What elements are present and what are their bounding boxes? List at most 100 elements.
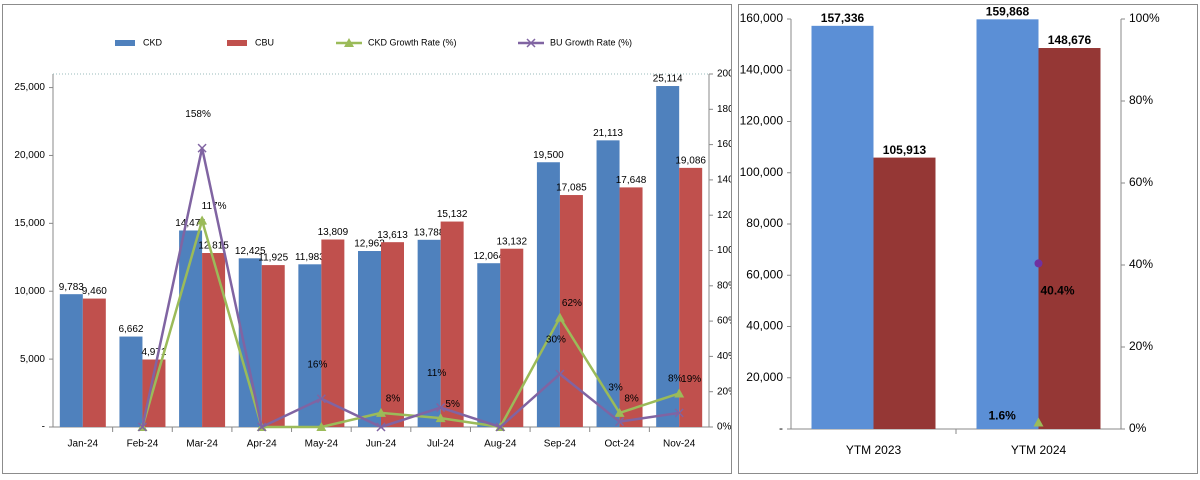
line-label: 5%	[445, 399, 460, 410]
y2-tick-label: 20%	[717, 386, 731, 397]
x-tick-label: YTM 2024	[1011, 443, 1067, 457]
marker	[614, 407, 625, 417]
bar	[656, 86, 680, 428]
bar	[976, 19, 1039, 429]
line-label: 16%	[307, 359, 327, 370]
bar	[559, 195, 583, 427]
x-tick-label: Jul-24	[427, 439, 455, 450]
data-label: 19,500	[533, 150, 564, 161]
data-label: 14,474	[175, 218, 206, 229]
marker	[197, 215, 208, 225]
line	[141, 215, 680, 429]
bar	[679, 167, 703, 427]
data-label: 148,676	[1048, 33, 1092, 47]
bar	[811, 25, 874, 429]
y2-tick-label: 100%	[717, 245, 731, 256]
line-label: 8%	[668, 374, 683, 385]
y-tick-label: 20,000	[14, 150, 45, 161]
marker	[376, 422, 386, 432]
y2-tick-label: 0%	[1129, 421, 1147, 435]
data-label: 6,662	[118, 324, 143, 335]
data-label: 15,132	[437, 209, 468, 220]
marker	[495, 422, 505, 432]
left-panel: - 5,000 10,000 15,000 20,000 25,000 0% 20% 40% 60…	[2, 4, 743, 474]
data-label: 9,783	[59, 282, 84, 293]
y2-tick-label: 140%	[717, 175, 731, 186]
data-label: 11,925	[258, 253, 288, 264]
y2-tick-label: 100%	[1129, 11, 1160, 25]
marker	[674, 408, 684, 418]
x-tick-label: Jan-24	[68, 439, 99, 450]
bar	[873, 157, 936, 429]
legend-label: CKD	[143, 37, 163, 47]
legend-marker	[526, 38, 536, 48]
bar	[381, 242, 404, 427]
legend-marker	[344, 38, 354, 47]
y-tick-label: 60,000	[746, 267, 783, 281]
y-tick-label: 40,000	[746, 319, 783, 333]
y-tick-label: 15,000	[14, 218, 45, 229]
x-tick-label: Aug-24	[484, 439, 517, 450]
y2-tick-label: 60%	[1129, 175, 1153, 189]
bar	[358, 251, 381, 427]
data-label: 11,983	[295, 252, 325, 263]
legend-label: BU Growth Rate (%)	[550, 37, 632, 47]
y2-tick-label: 80%	[1129, 93, 1153, 107]
data-label: 12,064	[473, 251, 504, 262]
line	[141, 147, 680, 429]
line-label: 30%	[546, 335, 566, 346]
data-label: 12,962	[354, 239, 385, 250]
data-label: 159,868	[986, 5, 1030, 19]
y-tick-label: 25,000	[14, 82, 45, 93]
x-tick-label: Mar-24	[186, 439, 218, 450]
bar	[59, 294, 83, 427]
marker	[376, 407, 386, 417]
y-tick-label: 120,000	[740, 114, 784, 128]
y-tick-label: 160,000	[740, 11, 784, 25]
bar	[321, 239, 345, 427]
bar	[202, 253, 226, 427]
data-label: 9,460	[82, 286, 107, 297]
marker	[555, 369, 565, 379]
y2-tick-label: 40%	[717, 351, 731, 362]
x-tick-label: Oct-24	[605, 439, 635, 450]
y2-tick-label: 80%	[717, 280, 731, 291]
line-label: 62%	[562, 298, 582, 309]
bar	[1038, 48, 1101, 429]
x-tick-label: Nov-24	[663, 439, 696, 450]
y2-tick-label: 180%	[717, 104, 731, 115]
line-label: 19%	[681, 374, 701, 385]
line-label: 3%	[608, 382, 623, 393]
data-label: 13,613	[377, 230, 408, 241]
marker	[197, 143, 207, 153]
line-label: 8%	[386, 394, 401, 405]
y-tick-label: 5,000	[20, 354, 45, 365]
marker	[435, 413, 446, 423]
line-label: 40.4%	[1041, 284, 1075, 298]
y2-tick-label: 60%	[717, 316, 731, 327]
y2-tick-label: 0%	[717, 422, 731, 433]
data-label: 17,085	[556, 183, 587, 194]
y-tick-label: 100,000	[740, 165, 784, 179]
bar	[417, 239, 441, 427]
bar	[477, 263, 501, 427]
marker	[137, 422, 147, 432]
bar	[238, 258, 262, 427]
y-tick-label: 20,000	[746, 370, 783, 384]
y-tick-label: -	[42, 422, 45, 433]
x-tick-label: YTM 2023	[846, 443, 902, 457]
line-label: 8%	[624, 394, 639, 405]
data-label: 12,815	[198, 241, 229, 252]
x-tick-label: May-24	[305, 439, 339, 450]
data-label: 19,086	[675, 156, 706, 167]
legend-label: CBU	[255, 37, 274, 47]
data-label: 21,113	[593, 128, 623, 139]
marker	[1034, 259, 1043, 268]
data-label: 4,971	[141, 347, 166, 358]
chart: - 20,000 40,000 60,000 80,000 100,000 120,000 1…	[740, 5, 1160, 458]
line-label: 11%	[427, 368, 446, 379]
marker	[1033, 417, 1044, 427]
bar	[298, 264, 322, 427]
legend-swatch	[115, 40, 135, 46]
